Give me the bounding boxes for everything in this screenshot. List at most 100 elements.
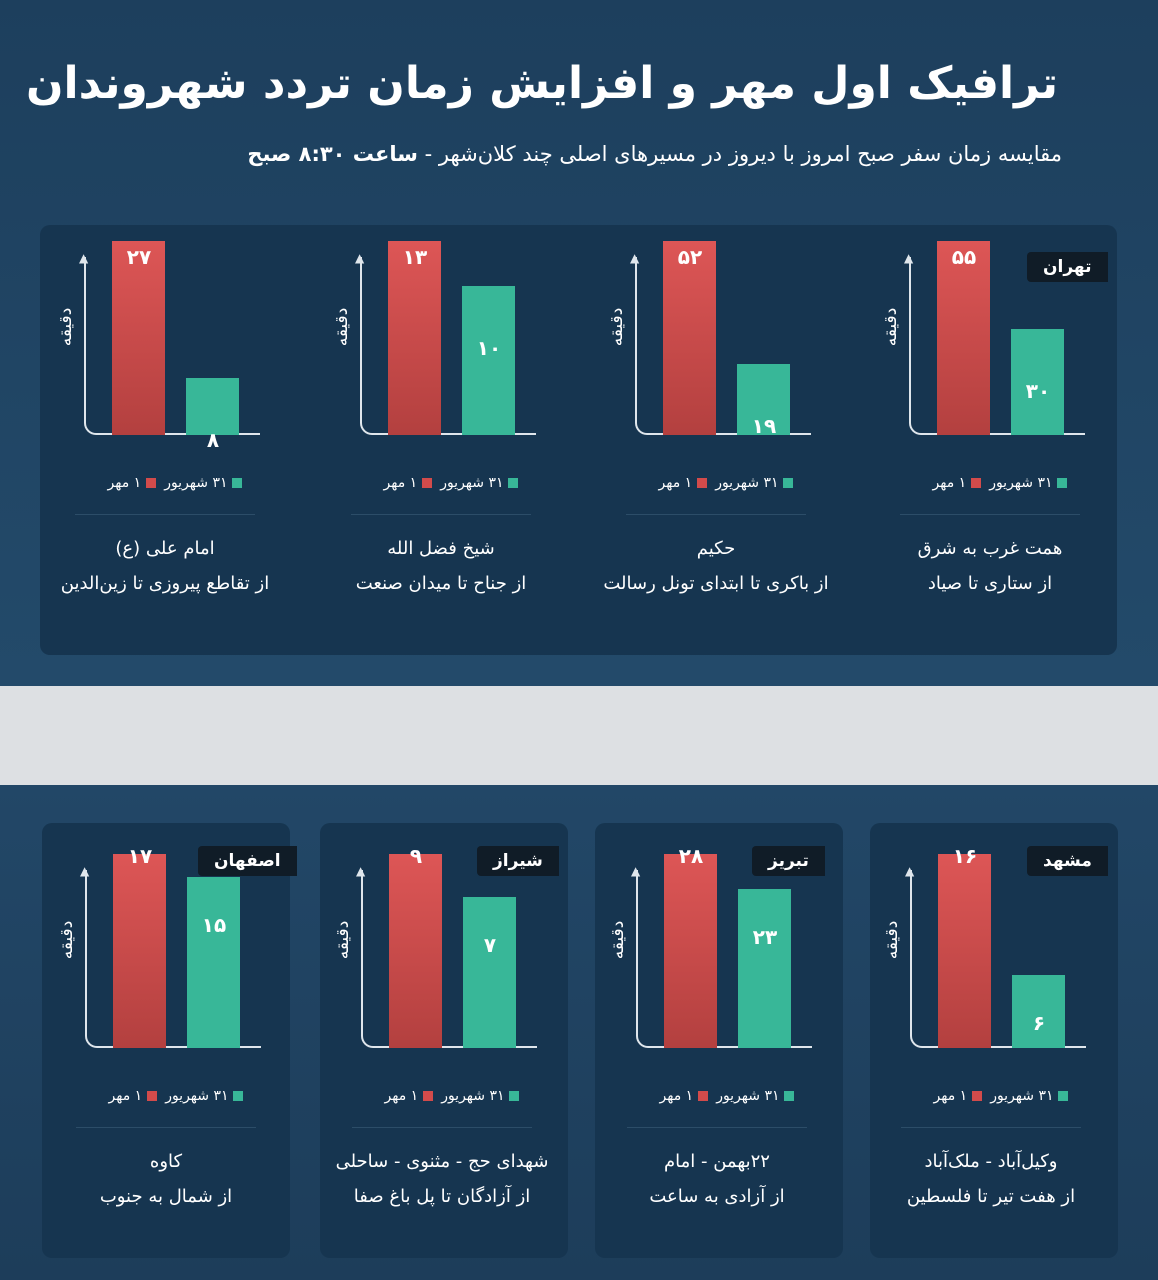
legend-item-1-mehr: ۱ مهر (933, 475, 982, 491)
route-description: از آزادگان تا پل باغ صفا (353, 1186, 531, 1207)
chart-7: ▲ دقیقه ۱۷ ۱۵ ۳۱ شهریور ۱ مهر کاوه از شم… (41, 838, 301, 1268)
legend-label: ۱ مهر (384, 1088, 419, 1104)
bar-31-shahrivar (1011, 329, 1064, 435)
chart-0: ▲ دقیقه ۵۵ ۳۰ ۳۱ شهریور ۱ مهر همت غرب به… (865, 225, 1125, 655)
city-tag: مشهد (1027, 846, 1108, 876)
legend-label: ۱ مهر (933, 1088, 968, 1104)
legend-label: ۱ مهر (108, 1088, 143, 1104)
arrow-up-icon: ▲ (630, 251, 640, 265)
legend-swatch (509, 1091, 520, 1101)
value-label-31-shahrivar: ۷ (483, 933, 497, 958)
legend: ۳۱ شهریور ۱ مهر (637, 1088, 817, 1104)
legend-swatch (971, 478, 982, 488)
chart-2: ▲ دقیقه ۱۳ ۱۰ ۳۱ شهریور ۱ مهر شیخ فضل ال… (316, 225, 576, 655)
legend-item-1-mehr: ۱ مهر (108, 475, 157, 491)
chart-4: ▲ دقیقه ۱۶ ۶ ۳۱ شهریور ۱ مهر وکیل‌آباد -… (866, 838, 1126, 1268)
route-name: کاوه (149, 1151, 183, 1172)
route-description: از باکری تا ابتدای تونل رسالت (603, 573, 829, 594)
legend-label: ۱ مهر (383, 475, 418, 491)
legend: ۳۱ شهریور ۱ مهر (361, 475, 541, 491)
legend-swatch (1058, 1091, 1069, 1101)
divider (900, 514, 1080, 515)
route-name: شیخ فضل الله (387, 538, 495, 559)
legend-label: ۳۱ شهریور (164, 475, 228, 491)
route-description: از شمال به جنوب (99, 1186, 233, 1207)
legend-label: ۳۱ شهریور (990, 1088, 1054, 1104)
bar-1-mehr (664, 854, 717, 1048)
legend-swatch (146, 478, 157, 488)
bar-1-mehr (389, 854, 442, 1048)
legend-label: ۳۱ شهریور (715, 475, 779, 491)
arrow-up-icon: ▲ (631, 864, 641, 878)
value-label-31-shahrivar: ۶ (1032, 1011, 1046, 1036)
chart-3: ▲ دقیقه ۲۷ ۸ ۳۱ شهریور ۱ مهر امام علی (ع… (40, 225, 300, 655)
subtitle-text: مقایسه زمان سفر صبح امروز با دیروز در مس… (417, 142, 1062, 166)
y-axis-label: دقیقه (56, 297, 76, 357)
legend-item-1-mehr: ۱ مهر (660, 1088, 709, 1104)
legend-item-31-shahrivar: ۳۱ شهریور (165, 1088, 244, 1104)
value-label-31-shahrivar: ۳۰ (1025, 379, 1051, 404)
route-name: حکیم (696, 538, 736, 559)
value-label-1-mehr: ۱۳ (402, 245, 428, 269)
legend-item-31-shahrivar: ۳۱ شهریور (715, 475, 794, 491)
route-name: ۲۲بهمن - امام (664, 1151, 770, 1172)
arrow-up-icon: ▲ (356, 864, 366, 878)
legend-label: ۱ مهر (107, 475, 142, 491)
bar-1-mehr (663, 241, 716, 435)
chart-6: ▲ دقیقه ۹ ۷ ۳۱ شهریور ۱ مهر شهدای حج - م… (317, 838, 577, 1268)
route-name: همت غرب به شرق (917, 538, 1063, 559)
legend-item-1-mehr: ۱ مهر (385, 1088, 434, 1104)
legend-item-31-shahrivar: ۳۱ شهریور (989, 475, 1068, 491)
page-title: ترافیک اول مهر و افزایش زمان تردد شهروند… (25, 58, 1058, 109)
legend: ۳۱ شهریور ۱ مهر (86, 1088, 266, 1104)
route-description: از ستاری تا صیاد (927, 573, 1053, 594)
bar-1-mehr (388, 241, 441, 435)
y-axis-label: دقیقه (882, 910, 902, 970)
legend-swatch (784, 1091, 795, 1101)
legend-label: ۱ مهر (659, 1088, 694, 1104)
divider (352, 1127, 532, 1128)
bar-31-shahrivar (1012, 975, 1065, 1048)
y-axis-label: دقیقه (607, 297, 627, 357)
axis (909, 257, 1085, 435)
chart-5: ▲ دقیقه ۲۸ ۲۳ ۳۱ شهریور ۱ مهر ۲۲بهمن - ا… (592, 838, 852, 1268)
divider (626, 514, 806, 515)
bar-31-shahrivar (463, 897, 516, 1048)
value-label-1-mehr: ۵۲ (677, 245, 703, 269)
y-axis-label: دقیقه (57, 910, 77, 970)
bar-1-mehr (112, 241, 165, 435)
y-axis-label: دقیقه (332, 297, 352, 357)
route-name: شهدای حج - مثنوی - ساحلی (335, 1151, 549, 1172)
chart-1: ▲ دقیقه ۵۲ ۱۹ ۳۱ شهریور ۱ مهر حکیم از با… (591, 225, 851, 655)
legend-swatch (422, 478, 433, 488)
legend-label: ۳۱ شهریور (165, 1088, 229, 1104)
value-label-1-mehr: ۵۵ (951, 245, 977, 269)
value-label-31-shahrivar: ۲۳ (752, 924, 778, 949)
city-tag: اصفهان (198, 846, 297, 876)
bar-31-shahrivar (462, 285, 515, 435)
bar-31-shahrivar (186, 377, 239, 435)
bar-1-mehr (113, 854, 166, 1048)
axis (360, 257, 536, 435)
value-label-31-shahrivar: ۸ (206, 427, 220, 452)
legend-label: ۱ مهر (658, 475, 693, 491)
arrow-up-icon: ▲ (80, 864, 90, 878)
divider (76, 1127, 256, 1128)
route-name: وکیل‌آباد - ملک‌آباد (924, 1151, 1058, 1172)
bar-31-shahrivar (738, 888, 791, 1048)
legend-label: ۳۱ شهریور (441, 1088, 505, 1104)
bar-31-shahrivar (737, 364, 790, 435)
legend: ۳۱ شهریور ۱ مهر (910, 475, 1090, 491)
divider (627, 1127, 807, 1128)
city-tag: تهران (1027, 252, 1108, 282)
y-axis-label: دقیقه (608, 910, 628, 970)
legend: ۳۱ شهریور ۱ مهر (636, 475, 816, 491)
legend-swatch (972, 1091, 983, 1101)
legend-swatch (698, 1091, 709, 1101)
subtitle-time: ساعت ۸:۳۰ صبح (247, 142, 418, 166)
divider (75, 514, 255, 515)
bar-1-mehr (937, 241, 990, 435)
legend-item-1-mehr: ۱ مهر (384, 475, 433, 491)
legend: ۳۱ شهریور ۱ مهر (911, 1088, 1091, 1104)
legend-item-31-shahrivar: ۳۱ شهریور (164, 475, 243, 491)
